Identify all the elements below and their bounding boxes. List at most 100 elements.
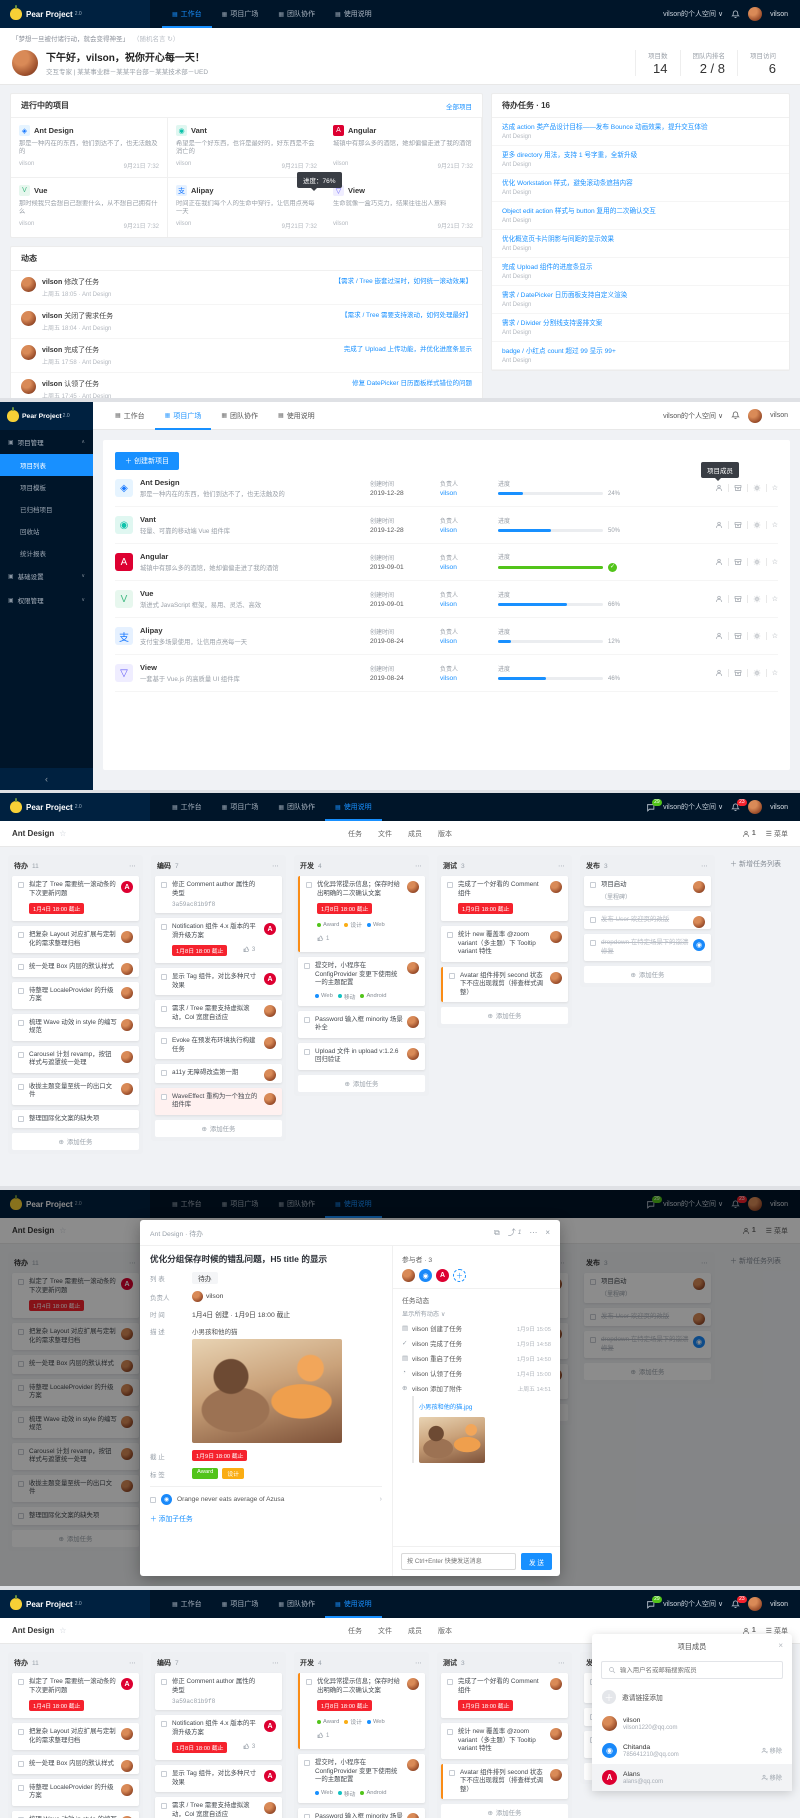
- star-icon[interactable]: ☆: [771, 670, 778, 677]
- nav-tab[interactable]: ▦ 使用说明: [325, 793, 382, 821]
- nav-tab[interactable]: ▦ 项目广场: [212, 1190, 269, 1218]
- project-owner[interactable]: vilson: [333, 221, 349, 227]
- task-checkbox[interactable]: [161, 974, 167, 980]
- nav-tab[interactable]: ▦ 团队协作: [268, 1590, 325, 1618]
- task-card[interactable]: A Notification 组件 4.x 版本的平滑升级方案 1月8日 18:…: [155, 918, 282, 963]
- task-card[interactable]: 待整理 LocaleProvider 的升级方案: [12, 981, 139, 1009]
- sidebar-group-header[interactable]: ▣ 权限管理 ∨: [0, 588, 93, 612]
- nav-tab[interactable]: ▦ 使用说明: [268, 402, 325, 430]
- nav-tab[interactable]: ▦ 项目广场: [212, 793, 269, 821]
- messages-icon[interactable]: 29: [646, 1595, 662, 1609]
- task-checkbox[interactable]: [18, 1329, 24, 1335]
- attachment-link[interactable]: 小男孩和他的猫.jpg: [419, 1404, 473, 1411]
- project-name[interactable]: Vant: [191, 126, 207, 135]
- messages-icon[interactable]: 29: [646, 1195, 662, 1209]
- task-card[interactable]: 统计 new 覆盖率 @zoom variant（多主题）下 Tooltip v…: [441, 926, 568, 962]
- members-count-button[interactable]: 1: [742, 1627, 756, 1635]
- task-card[interactable]: Carousel 计划 revamp，按钮样式与遮罩统一处理: [12, 1442, 139, 1470]
- activity-link[interactable]: 完成了 Upload 上传功能，并优化进度条显示: [343, 346, 472, 353]
- activity-avatar[interactable]: [21, 379, 36, 394]
- activity-link[interactable]: 【需求 / Tree 嵌套过深时，如何统一滚动效果】: [334, 278, 472, 285]
- owner-name[interactable]: vilson: [440, 564, 457, 571]
- workspace-switcher[interactable]: vilson的个人空间 ∨: [663, 11, 724, 18]
- task-card[interactable]: 统一处理 Box 内层的默认样式: [12, 1355, 139, 1374]
- task-checkbox[interactable]: [18, 1512, 24, 1519]
- task-card[interactable]: Upload 文件 in upload v:1.2.6 回归验证: [298, 1042, 425, 1070]
- field-value[interactable]: 待办: [192, 1272, 218, 1284]
- nav-tab[interactable]: ▦ 项目广场: [155, 402, 212, 430]
- activity-avatar[interactable]: [21, 311, 36, 326]
- favorite-star-icon[interactable]: ☆: [59, 829, 67, 838]
- subtask-row[interactable]: ◉ Orange never eats average of Azusa ›: [150, 1494, 382, 1505]
- project-owner[interactable]: vilson: [19, 161, 35, 167]
- project-title[interactable]: Ant Design: [12, 1226, 55, 1235]
- project-row[interactable]: ◈ Ant Design 那是一种内在的东西，他们到达不了，也无法触及的 创建时…: [115, 470, 778, 507]
- column-menu-icon[interactable]: ⋯: [701, 863, 709, 870]
- task-checkbox[interactable]: [18, 1480, 24, 1487]
- task-checkbox[interactable]: [447, 882, 453, 888]
- column-menu-icon[interactable]: ⋯: [129, 1660, 137, 1667]
- notifications-bell-icon[interactable]: 23: [731, 1595, 747, 1609]
- task-checkbox[interactable]: [18, 1416, 24, 1423]
- member-row[interactable]: ◉ Chitanda 785641210@qq.com 移除: [592, 1737, 792, 1764]
- task-checkbox[interactable]: [161, 1679, 167, 1685]
- task-card[interactable]: 发布 User 欢迎页的改版: [584, 910, 711, 929]
- app-logo[interactable]: Pear Project 2.0: [0, 1190, 150, 1218]
- project-owner[interactable]: vilson: [333, 161, 349, 167]
- task-checkbox[interactable]: [18, 1019, 24, 1026]
- owner-name[interactable]: vilson: [440, 638, 457, 645]
- field-value[interactable]: 1月4日 创建 · 1月9日 18:00 截止: [192, 1312, 291, 1319]
- quote-refresh[interactable]: （随机名言 ↻）: [133, 36, 180, 43]
- task-card[interactable]: 梳理 Wave 动效 in style 的编写规范: [12, 1013, 139, 1041]
- todo-item[interactable]: 需求 / DatePicker 日历面板支持自定义渲染 Ant Design: [492, 286, 789, 314]
- todo-title[interactable]: 优化 Workstation 样式，避免滚动条遮挡内容: [502, 180, 633, 187]
- members-count-button[interactable]: 1: [742, 830, 756, 838]
- sidebar-item[interactable]: 已归档项目: [20, 507, 53, 514]
- remove-member-button[interactable]: 移除: [761, 1773, 782, 1782]
- project-owner[interactable]: vilson: [176, 221, 192, 227]
- messages-icon[interactable]: 29: [646, 798, 662, 812]
- task-checkbox[interactable]: [18, 1115, 24, 1122]
- share-icon[interactable]: ⤴ 1: [507, 1228, 522, 1237]
- create-project-button[interactable]: ＋ 创建新项目: [115, 452, 179, 470]
- user-avatar[interactable]: [748, 800, 763, 814]
- owner-name[interactable]: vilson: [440, 675, 457, 682]
- project-tab[interactable]: 文件: [378, 1627, 392, 1635]
- task-card[interactable]: 项目启动 （里程碑）: [584, 876, 711, 906]
- task-checkbox[interactable]: [18, 1448, 24, 1455]
- project-tab[interactable]: 版本: [438, 830, 452, 838]
- column-menu-icon[interactable]: ⋯: [129, 863, 137, 870]
- task-checkbox[interactable]: [18, 1816, 24, 1818]
- add-task-button[interactable]: ⊕添加任务: [12, 1530, 139, 1547]
- project-tab[interactable]: 成员: [408, 830, 422, 838]
- task-checkbox[interactable]: [161, 1771, 167, 1777]
- likes-count[interactable]: 1: [317, 1732, 329, 1739]
- task-checkbox[interactable]: [306, 882, 312, 888]
- task-card[interactable]: WaveEffect 重构为一个独立的组件库: [155, 1087, 282, 1115]
- attachment-thumbnail[interactable]: [419, 1417, 485, 1463]
- members-icon[interactable]: [715, 595, 723, 603]
- members-icon[interactable]: [715, 632, 723, 640]
- project-name[interactable]: Vue: [140, 589, 154, 598]
- app-logo[interactable]: Pear Project 2.0: [0, 0, 150, 28]
- project-row[interactable]: V Vue 渐进式 JavaScript 框架，易用、灵活、高效 创建时间 20…: [115, 581, 778, 618]
- archive-icon[interactable]: [734, 484, 742, 492]
- task-checkbox[interactable]: [306, 1679, 312, 1685]
- workspace-switcher[interactable]: vilson的个人空间 ∨: [663, 804, 724, 811]
- app-logo[interactable]: Pear Project 2.0: [0, 793, 150, 821]
- sidebar-item[interactable]: 统计报表: [20, 551, 46, 558]
- board-menu-button[interactable]: ☰ 菜单: [765, 830, 788, 838]
- task-checkbox[interactable]: [161, 1803, 167, 1809]
- column-menu-icon[interactable]: ⋯: [701, 1260, 709, 1267]
- owner-name[interactable]: vilson: [440, 490, 457, 497]
- settings-gear-icon[interactable]: [753, 484, 761, 492]
- project-tab[interactable]: 文件: [378, 830, 392, 838]
- activity-avatar[interactable]: [21, 277, 36, 292]
- task-card[interactable]: Evoke 在预发布环境执行构建任务: [155, 1032, 282, 1059]
- participant-avatar[interactable]: [402, 1269, 415, 1282]
- invite-link-row[interactable]: ＋ 邀请链接添加: [592, 1684, 792, 1710]
- remove-member-button[interactable]: 移除: [761, 1746, 782, 1755]
- task-card[interactable]: 收拢主题变量至统一的出口文件: [12, 1474, 139, 1502]
- nav-tab[interactable]: ▦ 团队协作: [268, 1190, 325, 1218]
- task-card[interactable]: A 拟定了 Tree 需要统一滚动条的下次更新问题 1月4日 18:00 截止: [12, 876, 139, 921]
